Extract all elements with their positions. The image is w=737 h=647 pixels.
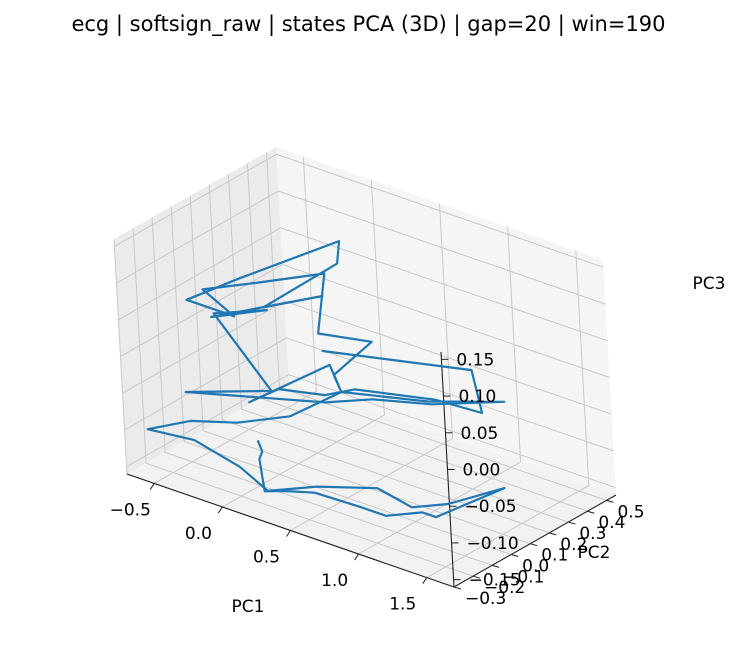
- pc2-tick: [587, 510, 595, 514]
- grid-line-pc3: [114, 153, 604, 268]
- pc3-tick-label: −0.05: [465, 497, 517, 517]
- pc2-tick-label: −0.3: [465, 589, 506, 609]
- grid-line-pc1: [222, 179, 385, 508]
- grid-line-pc3: [118, 227, 608, 342]
- series-layer: [146, 240, 506, 519]
- pc2-tick: [530, 543, 538, 547]
- label-layer: −0.50.00.51.01.5 −0.3−0.2−0.10.00.10.20.3…: [110, 274, 726, 617]
- pc2-axis-title: PC2: [578, 543, 611, 563]
- pc2-tick: [491, 564, 500, 568]
- grid-line-pc2: [151, 217, 493, 566]
- pc2-tick: [606, 499, 614, 503]
- pc1-tick-label: 1.0: [321, 571, 348, 591]
- pc1-tick: [286, 530, 291, 537]
- chart-title: ecg | softsign_raw | states PCA (3D) | g…: [71, 12, 666, 36]
- pc2-tick-label: 0.1: [541, 546, 568, 566]
- pc3-tick-label: 0.10: [458, 387, 496, 407]
- tick-marks: [149, 358, 614, 590]
- pc3-tick-label: −0.15: [469, 571, 521, 591]
- series-line-0: [146, 240, 506, 519]
- pc1-tick-label: −0.5: [110, 500, 151, 520]
- grid-line-pc2: [208, 184, 550, 534]
- grid-line-pc1: [358, 226, 522, 555]
- pc2-tick: [453, 586, 462, 590]
- pc2-tick: [549, 532, 557, 536]
- grid-line-pc2: [170, 206, 512, 555]
- pc1-tick: [422, 577, 428, 584]
- grid-line-pc1: [426, 250, 590, 579]
- pc3-axis-title: PC3: [693, 274, 726, 294]
- pc3-tick-label: −0.10: [467, 534, 519, 554]
- pc1-tick: [217, 506, 223, 514]
- pc2-tick-label: −0.1: [503, 567, 544, 587]
- grid-lines: [113, 152, 616, 588]
- pc2-axis-line: [453, 494, 617, 588]
- pc1-tick: [149, 483, 155, 490]
- grid-line-pc3: [116, 190, 606, 305]
- grid-line-pc3: [120, 263, 610, 378]
- pc3-tick-label: 0.15: [456, 350, 494, 370]
- pc2-tick-label: 0.5: [617, 502, 644, 522]
- pc2-tick: [511, 554, 519, 558]
- grid-line-pc1: [290, 203, 454, 531]
- pc1-tick: [354, 553, 360, 561]
- grid-line-pc2: [132, 228, 474, 577]
- pc1-tick-label: 0.5: [253, 548, 280, 568]
- pc3-tick-label: 0.00: [463, 461, 501, 481]
- grid-line-pc3: [122, 300, 612, 415]
- pc1-tick-label: 0.0: [185, 524, 212, 544]
- pc2-tick: [568, 521, 576, 525]
- pc2-tick: [472, 575, 481, 579]
- pc2-tick-label: 0.2: [560, 535, 587, 555]
- pc2-tick-label: 0.3: [579, 524, 606, 544]
- grid-line-pc1: [154, 156, 317, 484]
- pc2-tick-label: 0.0: [522, 557, 549, 577]
- pc2-tick-label: −0.2: [484, 578, 525, 598]
- pc1-axis-title: PC1: [232, 597, 265, 617]
- pc2-tick-label: 0.4: [598, 513, 625, 533]
- pc1-tick-label: 1.5: [389, 595, 416, 615]
- grid-line-pc2: [227, 174, 569, 523]
- grid-line-pc3: [124, 337, 614, 452]
- pc3-tick-label: 0.05: [460, 424, 498, 444]
